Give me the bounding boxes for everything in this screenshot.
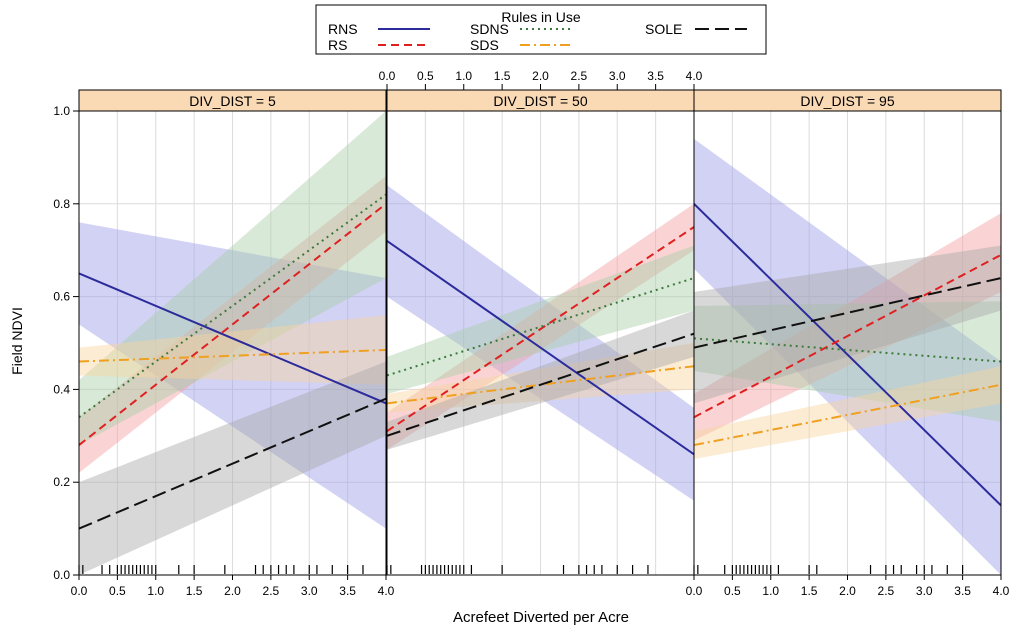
y-tick-label: 0.0 bbox=[53, 568, 70, 582]
y-axis-label: Field NDVI bbox=[9, 307, 25, 375]
band-rns bbox=[79, 222, 386, 529]
band-rs bbox=[694, 213, 1001, 441]
x-tick-label: 3.0 bbox=[916, 584, 933, 598]
legend-label-sds: SDS bbox=[470, 37, 499, 53]
band-sdns bbox=[79, 111, 386, 446]
panel-label: DIV_DIST = 95 bbox=[800, 93, 895, 109]
x-tick-label: 4.0 bbox=[686, 69, 703, 83]
band-sole bbox=[387, 310, 694, 450]
x-tick-label: 4.0 bbox=[378, 584, 395, 598]
x-tick-label: 1.0 bbox=[762, 584, 779, 598]
legend-label-sdns: SDNS bbox=[470, 21, 509, 37]
y-tick-label: 0.6 bbox=[53, 290, 70, 304]
x-tick-label: 2.5 bbox=[571, 69, 588, 83]
band-rns bbox=[694, 138, 1001, 575]
x-tick-label: 0.5 bbox=[109, 584, 126, 598]
legend-title: Rules in Use bbox=[501, 9, 581, 25]
x-tick-label: 1.5 bbox=[186, 584, 203, 598]
x-tick-label: 1.0 bbox=[455, 69, 472, 83]
y-tick-label: 1.0 bbox=[53, 104, 70, 118]
band-sds bbox=[387, 343, 694, 413]
line-rns bbox=[79, 272, 386, 405]
rug bbox=[386, 565, 649, 574]
line-rs bbox=[79, 203, 386, 446]
line-rns bbox=[387, 240, 694, 456]
band-rns bbox=[387, 185, 694, 501]
x-tick-label: 2.0 bbox=[839, 584, 856, 598]
band-sdns bbox=[387, 245, 694, 395]
line-sole bbox=[694, 277, 1001, 349]
y-tick-label: 0.2 bbox=[53, 475, 70, 489]
x-tick-label: 0.0 bbox=[71, 584, 88, 598]
x-tick-label: 4.0 bbox=[993, 584, 1010, 598]
line-rs bbox=[694, 253, 1001, 419]
legend-label-sole: SOLE bbox=[645, 21, 682, 37]
band-sole bbox=[694, 245, 1001, 404]
panel-label: DIV_DIST = 50 bbox=[493, 93, 588, 109]
y-tick-label: 0.8 bbox=[53, 197, 70, 211]
x-tick-label: 0.5 bbox=[417, 69, 434, 83]
x-tick-label: 2.5 bbox=[878, 584, 895, 598]
panel-2: DIV_DIST = 50 0.0 0.5 1.0 1.5 2.0 2.5 3.0 3.5 4.0 bbox=[379, 69, 703, 576]
x-axis-label: Acrefeet Diverted per Acre bbox=[453, 609, 629, 625]
line-rs bbox=[387, 226, 694, 432]
band-sole bbox=[79, 361, 386, 575]
x-tick-label: 2.0 bbox=[224, 584, 241, 598]
x-tick-label: 0.0 bbox=[686, 584, 703, 598]
panel-1: DIV_DIST = 5 0.0 0.5 1.0 1.5 2.0 2.5 3.0 3.5 4.0 bbox=[71, 89, 395, 598]
line-sole bbox=[79, 397, 386, 530]
legend-label-rns: RNS bbox=[328, 21, 358, 37]
band-rs bbox=[387, 203, 694, 450]
x-tick-label: 3.5 bbox=[339, 584, 356, 598]
rug bbox=[693, 565, 964, 574]
band-sds bbox=[694, 366, 1001, 459]
x-tick-label: 1.5 bbox=[801, 584, 818, 598]
x-tick-label: 3.0 bbox=[301, 584, 318, 598]
panel-3: DIV_DIST = 95 0.0 0.5 1.0 1.5 2.0 2.5 3.0 3.5 4.0 bbox=[686, 89, 1010, 598]
y-tick-label: 0.4 bbox=[53, 382, 70, 396]
line-sole bbox=[387, 332, 694, 437]
x-tick-label: 2.0 bbox=[532, 69, 549, 83]
line-rns bbox=[694, 203, 1001, 507]
band-sds bbox=[79, 315, 386, 385]
x-tick-label: 3.0 bbox=[609, 69, 626, 83]
x-tick-label: 0.0 bbox=[379, 69, 396, 83]
panel-label: DIV_DIST = 5 bbox=[189, 93, 276, 109]
x-tick-label: 0.5 bbox=[724, 584, 741, 598]
line-sds bbox=[694, 383, 1001, 447]
x-tick-label: 3.5 bbox=[647, 69, 664, 83]
band-sdns bbox=[694, 301, 1001, 422]
x-tick-label: 1.5 bbox=[494, 69, 511, 83]
legend-label-rs: RS bbox=[328, 37, 347, 53]
x-tick-label: 3.5 bbox=[954, 584, 971, 598]
x-tick-label: 2.5 bbox=[263, 584, 280, 598]
rug bbox=[78, 565, 364, 574]
x-tick-label: 1.0 bbox=[147, 584, 164, 598]
